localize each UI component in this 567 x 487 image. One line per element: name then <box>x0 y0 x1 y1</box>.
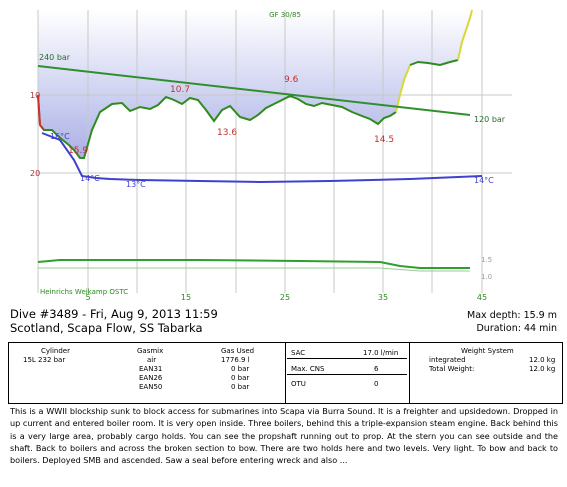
depth-annotation: 13.6 <box>217 128 237 138</box>
po2-line <box>37 259 470 269</box>
gas-pressure-label: 1.0 <box>481 273 492 281</box>
depth-line <box>37 94 397 159</box>
surface-line <box>409 59 459 67</box>
temp-label: 14°C <box>80 174 100 183</box>
cns-label: Max. CNS <box>291 365 325 373</box>
pn2-line <box>38 267 470 272</box>
table-divider <box>285 343 286 403</box>
dive-notes: This is a WWII blockship sunk to block a… <box>10 406 558 466</box>
dive-profile-chart: GF 30/85 240 bar 120 bar 10 20 16°C 14°C… <box>30 9 512 300</box>
total-weight-label: Total Weight: <box>429 365 475 373</box>
max-depth: Max depth: 15.9 m <box>467 310 557 321</box>
depth-annotation: 9.6 <box>284 75 299 85</box>
row-divider <box>287 374 407 375</box>
temp-label: 13°C <box>126 180 146 189</box>
sac-label: SAC <box>291 349 306 357</box>
depth-annotation: 15.9 <box>68 146 88 156</box>
depth-label-10: 10 <box>30 91 40 100</box>
ascent-line <box>395 64 411 113</box>
temp-label: 14°C <box>474 176 494 185</box>
temp-label: 16°C <box>50 132 70 141</box>
weight-system-title: Weight System <box>461 347 514 355</box>
gas-used-value: 1776.9 l <box>221 356 250 364</box>
dive-title: Dive #3489 - Fri, Aug 9, 2013 11:59 <box>10 307 218 321</box>
gf-label: GF 30/85 <box>269 11 301 19</box>
temperature-line <box>41 132 483 184</box>
col-header-gasused: Gas Used <box>221 347 255 355</box>
cylinder-size: 15L 232 bar <box>23 356 66 364</box>
row-divider <box>287 358 407 359</box>
gasmix-value: EAN50 <box>139 383 163 391</box>
depth-annotation: 10.7 <box>170 85 190 95</box>
cns-value: 6 <box>374 365 379 373</box>
time-tick: 25 <box>280 293 290 300</box>
sac-value: 17.0 l/min <box>363 349 399 357</box>
col-header-gasmix: Gasmix <box>137 347 164 355</box>
dive-computer-label: Heinrichs Weikamp OSTC <box>40 288 128 296</box>
pressure-start-label: 240 bar <box>39 53 71 62</box>
gasmix-value: EAN26 <box>139 374 163 382</box>
integrated-value: 12.0 kg <box>529 356 556 364</box>
depth-area <box>38 10 472 158</box>
final-ascent-line <box>457 9 473 61</box>
pressure-line <box>37 65 471 116</box>
descent-line <box>37 94 45 131</box>
gas-pressure-label: 1.5 <box>481 256 492 264</box>
dive-location: Scotland, Scapa Flow, SS Tabarka <box>10 321 203 335</box>
time-tick: 5 <box>85 293 90 300</box>
gasmix-value: EAN31 <box>139 365 163 373</box>
otu-label: OTU <box>291 380 306 388</box>
depth-annotation: 14.5 <box>374 135 394 145</box>
total-weight-value: 12.0 kg <box>529 365 556 373</box>
gas-used-value: 0 bar <box>231 383 250 391</box>
time-axis: 5 15 25 35 45 <box>85 293 487 300</box>
col-header-cylinder: Cylinder <box>41 347 70 355</box>
dive-info-table: Cylinder Gasmix Gas Used 15L 232 bar air… <box>8 342 563 404</box>
otu-value: 0 <box>374 380 379 388</box>
gas-used-value: 0 bar <box>231 365 250 373</box>
pressure-end-label: 120 bar <box>474 115 506 124</box>
gasmix-value: air <box>147 356 157 364</box>
time-tick: 15 <box>181 293 191 300</box>
time-tick: 45 <box>477 293 487 300</box>
depth-label-20: 20 <box>30 169 40 178</box>
table-divider <box>409 343 410 403</box>
dive-duration: Duration: 44 min <box>476 323 557 334</box>
grid <box>36 10 512 293</box>
gas-used-value: 0 bar <box>231 374 250 382</box>
time-tick: 35 <box>378 293 388 300</box>
integrated-label: integrated <box>429 356 466 364</box>
